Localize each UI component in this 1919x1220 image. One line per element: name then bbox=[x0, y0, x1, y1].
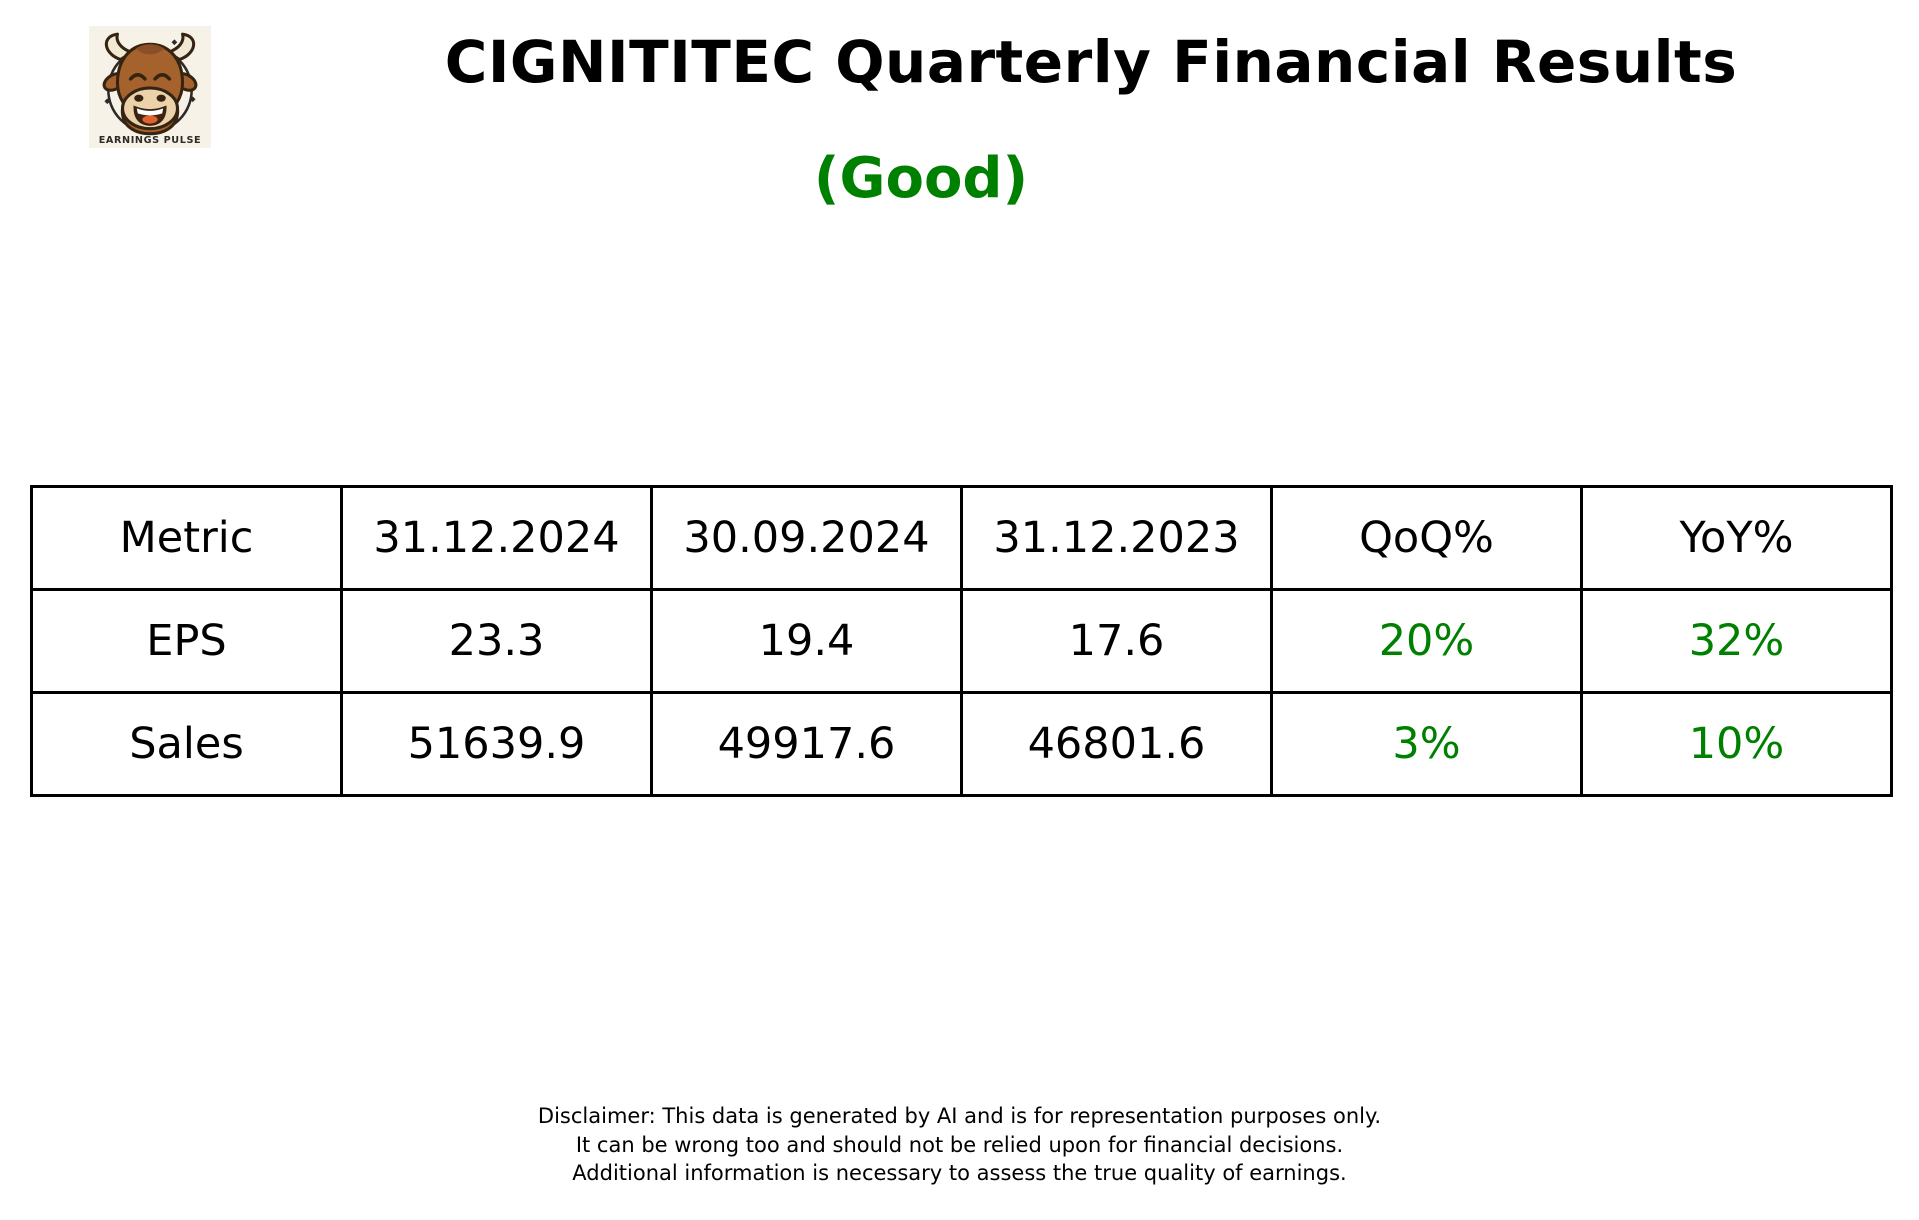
disclaimer-line: Disclaimer: This data is generated by AI… bbox=[537, 1104, 1382, 1128]
table-row-eps: EPS 23.3 19.4 17.6 20% 32% bbox=[30, 588, 1893, 694]
column-header-30-09-2024: 30.09.2024 bbox=[650, 485, 963, 591]
metric-cell: Sales bbox=[30, 691, 343, 797]
disclaimer-line: It can be wrong too and should not be re… bbox=[575, 1132, 1344, 1157]
page-title: CIGNITITEC Quarterly Financial Results bbox=[444, 28, 1738, 96]
earnings-pulse-logo: EARNINGS PULSE bbox=[88, 26, 212, 148]
value-cell: 46801.6 bbox=[960, 691, 1273, 797]
qoq-change-cell: 3% bbox=[1270, 691, 1583, 797]
column-header-31-12-2023: 31.12.2023 bbox=[960, 485, 1273, 591]
metric-cell: EPS bbox=[30, 588, 343, 694]
quality-badge: (Good) bbox=[813, 146, 1029, 211]
disclaimer-line: Additional information is necessary to a… bbox=[572, 1161, 1347, 1185]
yoy-change-cell: 10% bbox=[1580, 691, 1893, 797]
value-cell: 19.4 bbox=[650, 588, 963, 694]
column-header-metric: Metric bbox=[30, 485, 343, 591]
qoq-change-cell: 20% bbox=[1270, 588, 1583, 694]
logo-brand-text: EARNINGS PULSE bbox=[99, 135, 202, 146]
column-header-yoy: YoY% bbox=[1580, 485, 1893, 591]
yoy-change-cell: 32% bbox=[1580, 588, 1893, 694]
column-header-qoq: QoQ% bbox=[1270, 485, 1583, 591]
table-row-sales: Sales 51639.9 49917.6 46801.6 3% 10% bbox=[30, 691, 1893, 797]
column-header-31-12-2024: 31.12.2024 bbox=[340, 485, 653, 591]
value-cell: 49917.6 bbox=[650, 691, 963, 797]
table-header-row: Metric 31.12.2024 30.09.2024 31.12.2023 … bbox=[30, 485, 1893, 591]
value-cell: 23.3 bbox=[340, 588, 653, 694]
value-cell: 51639.9 bbox=[340, 691, 653, 797]
financial-results-table: Metric 31.12.2024 30.09.2024 31.12.2023 … bbox=[30, 485, 1893, 797]
bull-mascot-icon: EARNINGS PULSE bbox=[89, 26, 211, 148]
value-cell: 17.6 bbox=[960, 588, 1273, 694]
disclaimer: Disclaimer: This data is generated by AI… bbox=[0, 1102, 1919, 1188]
